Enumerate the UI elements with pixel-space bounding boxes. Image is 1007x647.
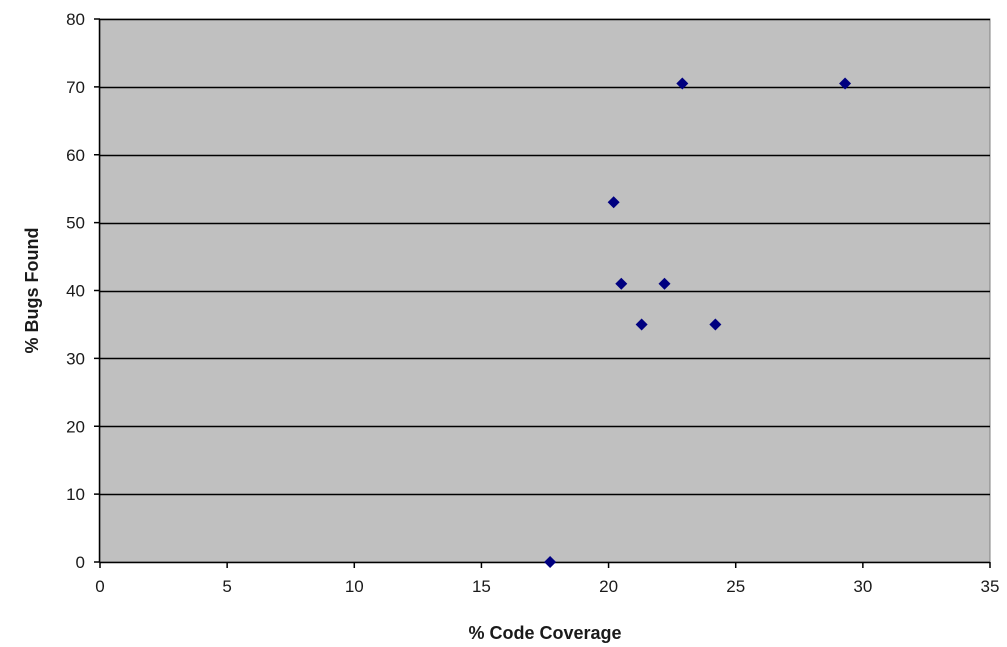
data-points xyxy=(544,77,852,568)
y-tick-label-80: 80 xyxy=(66,10,85,29)
x-tick-label-35: 35 xyxy=(981,577,1000,596)
y-tick-label-70: 70 xyxy=(66,78,85,97)
x-tick-label-0: 0 xyxy=(95,577,104,596)
x-axis-title: % Code Coverage xyxy=(468,623,621,643)
data-point-1 xyxy=(544,556,557,568)
data-point-6 xyxy=(676,77,689,90)
y-tick-label-60: 60 xyxy=(66,146,85,165)
x-axis-tick-labels: 0 5 10 15 20 25 30 35 xyxy=(95,577,999,596)
data-point-8 xyxy=(839,77,852,90)
gridlines xyxy=(100,18,990,496)
plot-area xyxy=(99,18,991,563)
y-axis-title: % Bugs Found xyxy=(22,228,42,354)
y-axis-tick-labels: 0 10 20 30 40 50 60 70 80 xyxy=(66,10,85,572)
x-tick-label-15: 15 xyxy=(472,577,491,596)
data-point-5 xyxy=(658,277,671,290)
y-tick-label-40: 40 xyxy=(66,282,85,301)
x-tick-label-30: 30 xyxy=(853,577,872,596)
data-point-4 xyxy=(635,318,648,331)
x-tick-label-5: 5 xyxy=(222,577,231,596)
y-tick-label-50: 50 xyxy=(66,214,85,233)
x-tick-label-10: 10 xyxy=(345,577,364,596)
data-point-3 xyxy=(615,277,628,290)
x-tick-label-20: 20 xyxy=(599,577,618,596)
y-tick-label-10: 10 xyxy=(66,485,85,504)
data-point-7 xyxy=(709,318,722,331)
x-tick-label-25: 25 xyxy=(726,577,745,596)
y-tick-label-20: 20 xyxy=(66,417,85,436)
y-tick-label-30: 30 xyxy=(66,349,85,368)
data-point-2 xyxy=(607,196,620,209)
y-tick-label-0: 0 xyxy=(76,553,85,572)
